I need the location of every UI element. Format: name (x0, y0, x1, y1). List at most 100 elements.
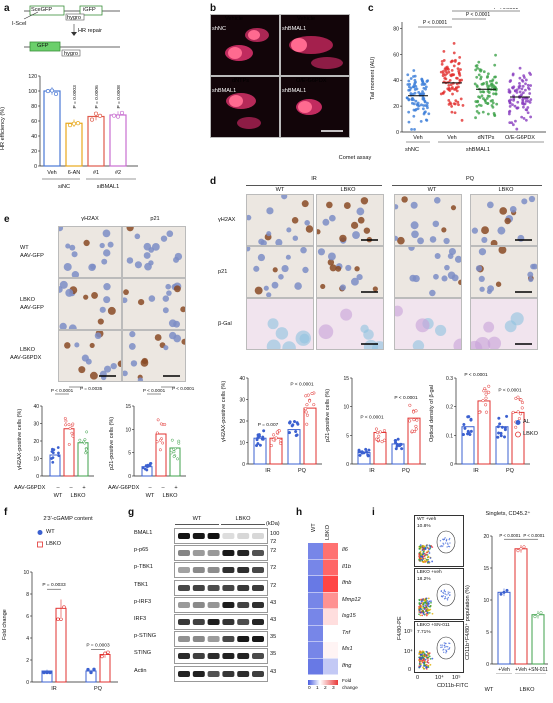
tail-point (520, 93, 523, 97)
tail-point (423, 100, 427, 104)
tail-point (480, 94, 484, 98)
d-point-lbko (378, 430, 382, 434)
e-pvalue-0: P = 0.0035 (80, 386, 103, 391)
flow-ytick-1: 10⁴ (404, 649, 413, 655)
tail-point (448, 78, 452, 82)
flow-label: LBKO +SN-011 (417, 623, 450, 628)
tail-point (412, 114, 416, 118)
f-point (62, 605, 66, 609)
blot-label: p-IRF3 (134, 598, 152, 605)
flow-gated-event (447, 591, 449, 593)
tail-point (422, 112, 426, 116)
blot-kda: 35 (270, 634, 277, 641)
cell-nucleus (294, 282, 302, 290)
cell-nucleus (352, 231, 360, 239)
d-point-lbko (481, 399, 485, 403)
d-point-al (366, 454, 370, 458)
tail-point (488, 94, 491, 98)
tail-point (474, 116, 477, 120)
flow-gated-event (442, 543, 445, 545)
d-point-lbko (305, 403, 309, 407)
flow-event (426, 661, 429, 663)
cell-nucleus (173, 256, 180, 263)
tail-point (481, 110, 485, 114)
cell-nucleus (305, 225, 313, 233)
tail-point (524, 88, 527, 92)
heatmap-cell-lbko (323, 625, 338, 642)
d-point-al (499, 431, 503, 435)
tail-point (457, 85, 460, 89)
e-point (71, 422, 75, 426)
d-point-lbko (382, 429, 387, 433)
e-point (50, 457, 54, 460)
cell-nucleus (302, 266, 309, 274)
flow-event (422, 603, 425, 606)
comet-label-g6pdx: O/E-G6PDX (296, 78, 327, 84)
h-scale-3: 3 (332, 686, 335, 691)
f-legend-wt: WT (46, 529, 55, 535)
tail-point (474, 68, 478, 72)
cell-nucleus (411, 230, 419, 239)
e-point (145, 468, 149, 472)
cell-nucleus (429, 236, 437, 243)
flow-percentage: 10.8% (417, 524, 431, 529)
flow-event (428, 552, 431, 554)
flow-event (429, 605, 431, 608)
flow-event (422, 557, 425, 560)
e-point (158, 438, 162, 442)
d-point-lbko (303, 407, 308, 411)
e-row1-b: AAV-GFP (20, 253, 44, 259)
d-group-label: PQ (402, 468, 411, 474)
flow-event (425, 667, 428, 669)
tail-ytick-label: 60 (393, 52, 399, 58)
cell-nucleus (395, 235, 399, 241)
cell-nucleus (137, 377, 144, 381)
blot-label: p-STING (134, 633, 157, 640)
hr-category-label: #2 (115, 170, 121, 176)
flow-event (420, 598, 423, 601)
flow-event (419, 653, 422, 656)
tail-point (410, 128, 413, 131)
panel-d-letter: d (210, 176, 217, 187)
cell-nucleus (498, 247, 507, 254)
flow-event (418, 599, 421, 602)
flow-gated-event (446, 597, 448, 600)
tail-point (474, 64, 478, 68)
flow-event (431, 657, 434, 660)
tail-point (421, 81, 425, 85)
flow-gated-event (442, 545, 444, 547)
cell-nucleus (504, 217, 511, 225)
e-ytick-label: 20 (33, 439, 39, 445)
blot-strip (174, 596, 268, 613)
heatmap-cell-lbko (323, 658, 338, 675)
d-point-lbko (511, 410, 515, 414)
e-point (170, 438, 174, 442)
tail-point (478, 96, 482, 99)
tail-point (520, 87, 524, 91)
flow-event (428, 600, 431, 603)
d-point-al (502, 435, 507, 439)
cell-nucleus (59, 227, 64, 232)
tail-point (461, 104, 465, 107)
cell-nucleus (137, 298, 145, 306)
blot-strip (174, 562, 268, 579)
tail-point (412, 75, 415, 78)
flow-gated-event (447, 596, 450, 599)
cell-nucleus (320, 283, 326, 290)
cell-nucleus (83, 239, 90, 247)
hr-point (49, 88, 55, 93)
tail-ytick-label: 0 (396, 130, 399, 136)
hr-point (97, 113, 103, 118)
tail-point (459, 68, 462, 71)
d-bar-lbko (373, 431, 387, 465)
cell-nucleus (317, 248, 326, 256)
tail-point (482, 70, 486, 74)
cell-nucleus (260, 239, 267, 245)
e-point (155, 431, 159, 435)
flow-event (425, 544, 428, 547)
blot-strip (174, 528, 268, 544)
cell-nucleus (266, 207, 274, 215)
flow-event (427, 597, 430, 600)
flow-gated-event (439, 540, 442, 542)
flow-percentage: 18.2% (417, 577, 431, 582)
